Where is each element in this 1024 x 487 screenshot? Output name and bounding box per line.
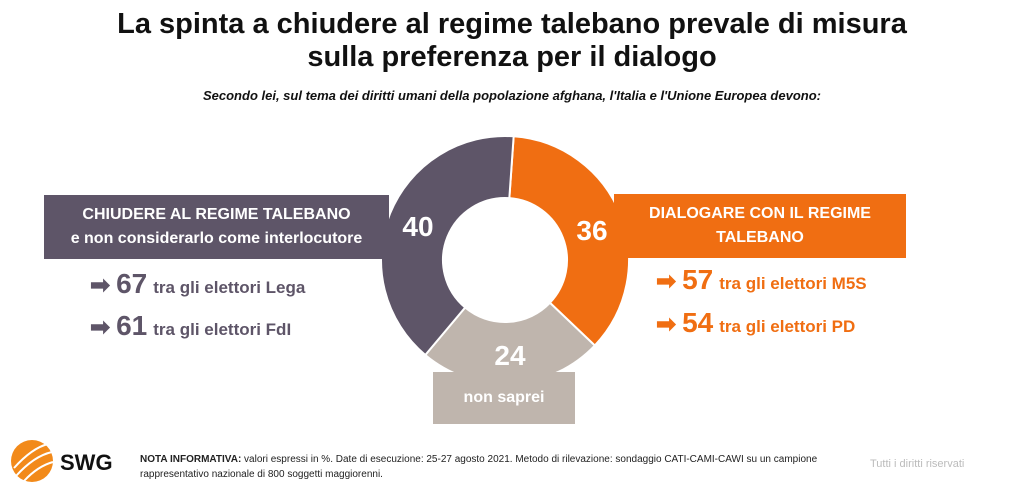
right-stat: ➡ 54 tra gli elettori PD <box>656 307 856 338</box>
left-stat: ➡ 67 tra gli elettori Lega <box>90 268 306 299</box>
data-label: 36 <box>576 215 607 246</box>
chart-subtitle: Secondo lei, sul tema dei diritti umani … <box>202 88 821 103</box>
center-category-label: non saprei <box>433 372 575 424</box>
rights-text: Tutti i diritti riservati <box>870 458 965 470</box>
arrow-right-icon: ➡ <box>90 272 111 299</box>
left-stat: ➡ 61 tra gli elettori FdI <box>90 310 292 341</box>
brand-name: SWG <box>60 450 113 475</box>
info-note: NOTA INFORMATIVA: valori espressi in %. … <box>140 454 818 480</box>
right-category-label: DIALOGARE CON IL REGIME TALEBANO <box>614 194 906 258</box>
swg-logo-icon <box>11 440 54 482</box>
chart-title: La spinta a chiudere al regime talebano … <box>117 8 907 73</box>
arrow-right-icon: ➡ <box>656 268 677 295</box>
arrow-right-icon: ➡ <box>656 311 677 338</box>
arrow-right-icon: ➡ <box>90 314 111 341</box>
right-stat: ➡ 57 tra gli elettori M5S <box>656 264 867 295</box>
data-label: 24 <box>494 340 526 371</box>
donut-slice <box>380 135 515 357</box>
donut-slice <box>508 135 630 347</box>
left-category-label: CHIUDERE AL REGIME TALEBANO e non conside… <box>44 195 389 259</box>
data-label: 40 <box>402 211 433 242</box>
